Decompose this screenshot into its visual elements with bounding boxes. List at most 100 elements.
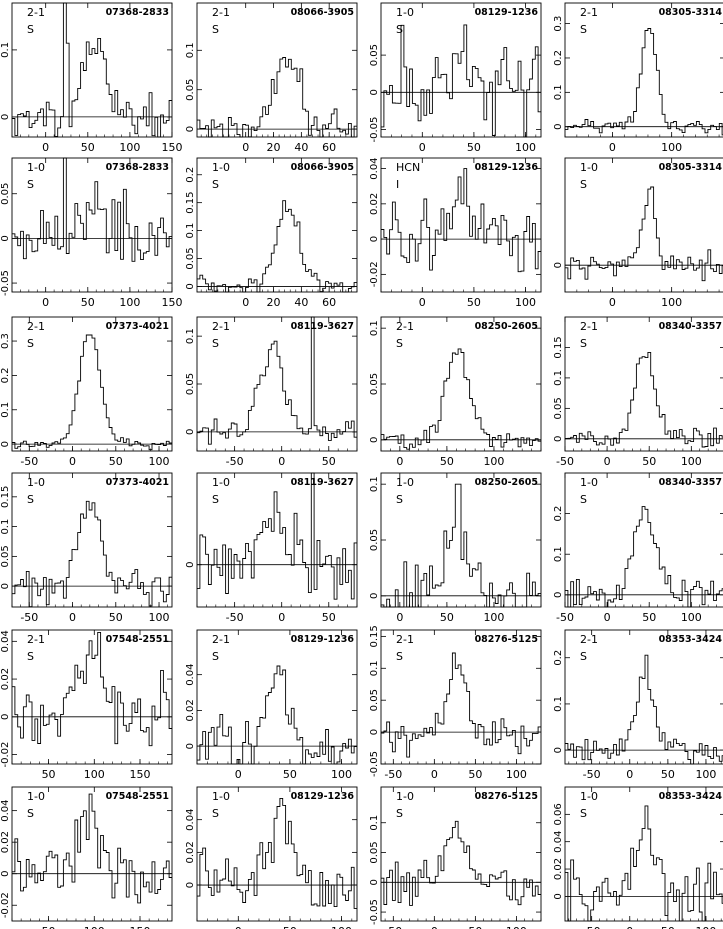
x-tick-label: 100 [515, 296, 536, 309]
y-tick-label: 0 [553, 262, 564, 268]
transition-label: 2-1 [212, 633, 230, 646]
x-tick-label: 150 [130, 925, 151, 929]
flag-label: S [396, 650, 403, 663]
flag-label: S [580, 178, 587, 191]
x-tick-label: 100 [681, 611, 702, 624]
panel-frame [380, 2, 542, 138]
y-tick-label: 0.1 [553, 84, 564, 100]
y-tick-label: 0.1 [185, 42, 196, 58]
spectrum-panel-p43: -50 0 50 100 0 0.1 0.2 2-1 S 08353-3424 [553, 629, 723, 781]
y-tick-label: 0.05 [185, 373, 196, 395]
spectrum-line [197, 797, 357, 909]
y-tick-label: 0 [369, 437, 380, 443]
spectrum-panel-p00: 0 50 100 150 0 0.1 2-1 S 07368-2833 [0, 2, 183, 154]
spectrum-panel-p12: 0 50 100 -0.02 0 0.02 0.04 HCN I 08129-1236 [369, 157, 542, 309]
x-tick-label: 0 [278, 611, 285, 624]
transition-label: 1-0 [27, 790, 45, 803]
transition-label: 2-1 [580, 6, 598, 19]
spectrum-line [565, 506, 723, 608]
y-tick-label: 0.05 [185, 79, 196, 101]
source-name: 07368-2833 [106, 7, 169, 18]
spectrum-line [12, 157, 172, 262]
spectrum-line [12, 631, 172, 747]
x-tick-label: 150 [130, 768, 151, 781]
x-tick-label: 50 [642, 455, 656, 468]
flag-label: S [212, 178, 219, 191]
x-tick-label: 50 [468, 925, 482, 929]
transition-label: 1-0 [580, 790, 598, 803]
x-tick-label: -50 [226, 455, 244, 468]
panel-frame [196, 157, 358, 293]
y-tick-label: 0.15 [185, 192, 196, 214]
spectrum-panel-p01: 0 20 40 60 0 0.05 0.1 2-1 S 08066-3905 [185, 2, 358, 154]
y-tick-label: 0.15 [553, 336, 564, 358]
panel-frame [196, 472, 358, 608]
spectrum-line [565, 805, 723, 922]
spectrum-line [12, 334, 172, 451]
y-tick-label: 0.05 [369, 373, 380, 395]
spectrum-line [12, 793, 172, 904]
panel-frame [11, 472, 173, 608]
x-tick-label: 50 [81, 296, 95, 309]
x-tick-label: 60 [322, 141, 336, 154]
panel-frame [11, 2, 173, 138]
spectrum-line [381, 483, 541, 608]
x-tick-label: 50 [81, 141, 95, 154]
flag-label: S [580, 650, 587, 663]
x-tick-label: 0 [69, 455, 76, 468]
flag-label: S [580, 493, 587, 506]
x-tick-label: 100 [149, 455, 170, 468]
x-tick-label: 0 [419, 141, 426, 154]
y-tick-label: 0 [553, 893, 564, 899]
y-tick-label: 0.02 [185, 841, 196, 863]
x-tick-label: 50 [467, 296, 481, 309]
y-tick-label: 0 [369, 89, 380, 95]
flag-label: S [212, 337, 219, 350]
flag-label: I [396, 178, 399, 191]
x-tick-label: 50 [440, 455, 454, 468]
x-tick-label: -50 [20, 611, 38, 624]
y-tick-label: 0.04 [553, 831, 564, 853]
x-tick-label: 0 [626, 925, 633, 929]
flag-label: S [212, 493, 219, 506]
y-tick-label: 0.1 [369, 320, 380, 336]
spectrum-line [12, 2, 172, 138]
x-tick-label: 100 [483, 611, 504, 624]
x-tick-label: 0 [609, 296, 616, 309]
panel-frame [564, 316, 723, 452]
source-name: 08305-3314 [659, 7, 723, 18]
y-tick-label: 0 [369, 236, 380, 242]
y-tick-label: -0.05 [369, 899, 380, 925]
x-tick-label: 100 [506, 768, 527, 781]
y-tick-label: 0 [369, 593, 380, 599]
y-tick-label: 0 [0, 114, 11, 120]
panel-frame [564, 2, 723, 138]
transition-label: 2-1 [580, 633, 598, 646]
transition-label: 1-0 [396, 6, 414, 19]
x-tick-label: -50 [556, 611, 574, 624]
transition-label: 1-0 [212, 161, 230, 174]
x-tick-label: 100 [506, 925, 527, 929]
x-tick-label: -50 [583, 768, 601, 781]
y-tick-label: 0 [185, 882, 196, 888]
y-tick-label: 0.1 [185, 328, 196, 344]
transition-label: 2-1 [580, 320, 598, 333]
y-tick-label: -0.05 [369, 751, 380, 777]
flag-label: S [212, 23, 219, 36]
x-tick-label: 60 [322, 296, 336, 309]
x-tick-label: -50 [226, 611, 244, 624]
flag-label: S [27, 493, 34, 506]
y-tick-label: 0.05 [369, 841, 380, 863]
spectrum-panel-p11: 0 20 40 60 0 0.05 0.1 0.15 0.2 1-0 S 08066-3905 [185, 157, 358, 309]
y-tick-label: 0.04 [0, 800, 11, 822]
x-tick-label: 50 [109, 455, 123, 468]
panel-frame [196, 2, 358, 138]
x-tick-label: 100 [84, 925, 105, 929]
y-tick-label: 0 [369, 879, 380, 885]
source-name: 07373-4021 [106, 477, 169, 488]
x-tick-label: 50 [322, 611, 336, 624]
panel-frame [11, 157, 173, 293]
panel-frame [564, 472, 723, 608]
x-tick-label: 0 [396, 611, 403, 624]
flag-label: S [27, 23, 34, 36]
